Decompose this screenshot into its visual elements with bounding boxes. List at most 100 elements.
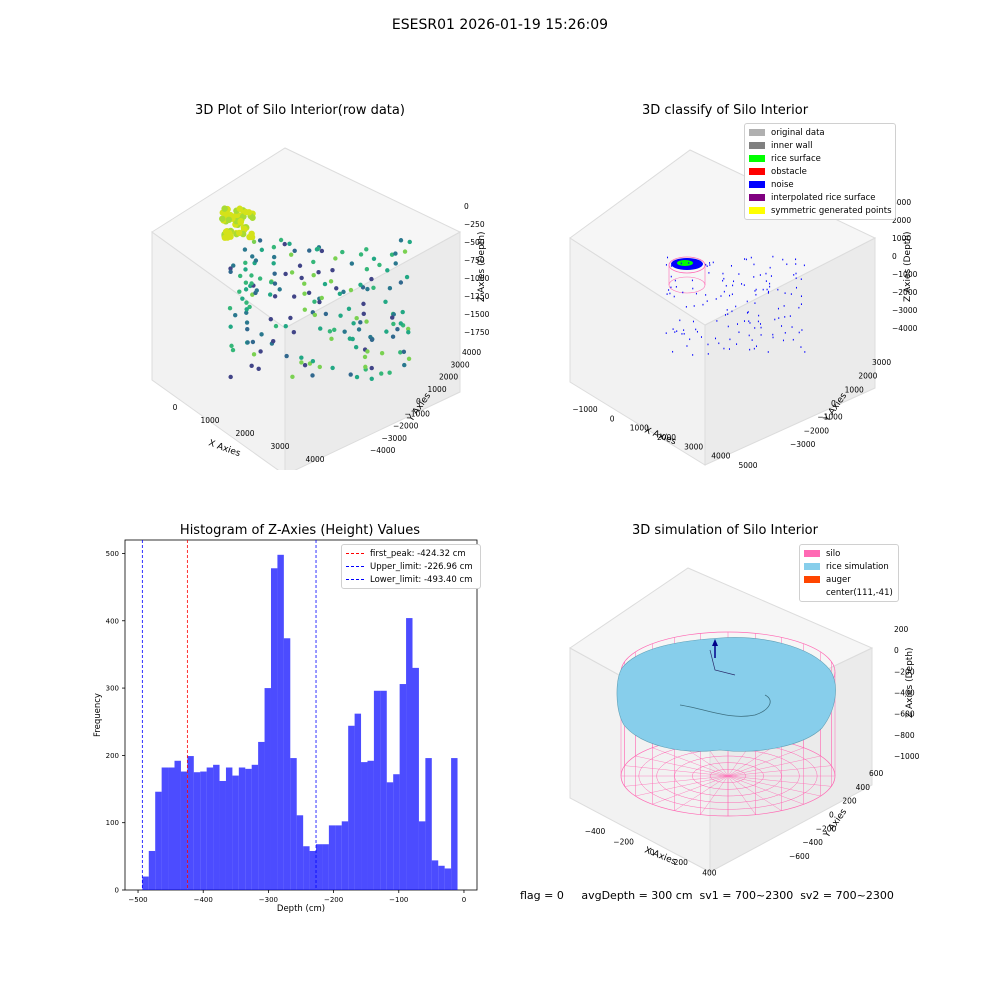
histogram-y-tick-label: 400 bbox=[106, 617, 119, 625]
histogram-y-tick-label: 200 bbox=[106, 752, 119, 760]
classify-noise-point bbox=[715, 298, 717, 300]
classify-noise-point bbox=[735, 305, 737, 308]
simulation-x-tick-label: 0 bbox=[650, 848, 655, 857]
histogram-bar bbox=[431, 860, 439, 890]
classify-noise-point bbox=[767, 292, 769, 294]
raw-point bbox=[244, 300, 249, 305]
histogram-bar bbox=[270, 568, 278, 890]
histogram-legend-item: first_peak: -424.32 cm bbox=[346, 547, 476, 560]
classify-noise-point bbox=[753, 347, 755, 350]
raw-point bbox=[371, 285, 376, 290]
classify-noise-point bbox=[669, 292, 671, 295]
legend-swatch bbox=[749, 194, 765, 201]
raw-point bbox=[245, 326, 250, 332]
raw-point bbox=[332, 327, 337, 333]
classify-noise-point bbox=[706, 265, 708, 268]
classify-y-tick-label: 2000 bbox=[858, 372, 877, 381]
classify-noise-point bbox=[730, 265, 732, 267]
simulation-legend-item: rice simulation bbox=[804, 560, 894, 573]
raw-point bbox=[278, 237, 284, 243]
raw-point bbox=[385, 268, 390, 273]
classify-noise-point bbox=[732, 284, 734, 287]
histogram-bar bbox=[444, 868, 452, 890]
histogram-bar bbox=[438, 865, 445, 890]
histogram-bar bbox=[168, 767, 175, 890]
raw-point bbox=[405, 326, 411, 332]
raw-point bbox=[250, 339, 256, 345]
raw-point bbox=[391, 321, 396, 327]
classify-noise-point bbox=[729, 338, 731, 341]
classify-noise-point bbox=[707, 353, 709, 355]
raw-point bbox=[317, 364, 322, 370]
raw-point bbox=[393, 251, 398, 256]
raw-point bbox=[348, 287, 354, 293]
classify-silo-cylinder bbox=[668, 256, 706, 294]
raw-point bbox=[258, 349, 263, 354]
raw-point bbox=[256, 366, 261, 372]
histogram-bar bbox=[406, 618, 413, 890]
classify-noise-point bbox=[738, 273, 740, 275]
raw-point bbox=[365, 349, 370, 354]
histogram-x-ticks: −500 −400 −300 −200 −100 0 bbox=[128, 890, 466, 904]
raw-point bbox=[311, 259, 316, 265]
histogram-x-label: Depth (cm) bbox=[277, 904, 325, 914]
raw-point bbox=[322, 281, 328, 287]
raw-point bbox=[362, 354, 368, 360]
raw-point bbox=[290, 374, 295, 380]
raw-point bbox=[272, 271, 277, 276]
classify-noise-point bbox=[672, 328, 674, 330]
legend-label: Lower_limit: -493.40 cm bbox=[370, 574, 473, 585]
raw-point bbox=[311, 272, 316, 278]
raw-point bbox=[398, 321, 403, 326]
raw-point bbox=[369, 365, 374, 371]
classify-noise-point bbox=[733, 280, 735, 283]
raw-plot-title: 3D Plot of Silo Interior(row data) bbox=[195, 103, 405, 118]
simulation-y-tick-label: 600 bbox=[869, 769, 884, 778]
raw-point bbox=[221, 205, 228, 212]
raw-point bbox=[292, 248, 297, 254]
raw-point bbox=[387, 286, 393, 291]
histogram-x-tick-label: −400 bbox=[194, 896, 213, 904]
histogram-bar bbox=[187, 756, 194, 890]
classify-noise-point bbox=[760, 334, 762, 336]
raw-point bbox=[369, 276, 374, 282]
raw-y-tick-label: 3000 bbox=[451, 360, 470, 369]
classify-noise-point bbox=[759, 274, 761, 276]
classify-x-tick-label: 1000 bbox=[630, 424, 649, 433]
classify-noise-point bbox=[745, 258, 747, 261]
raw-point bbox=[253, 258, 259, 263]
histogram-bar bbox=[155, 791, 162, 890]
classify-noise-point bbox=[772, 255, 774, 258]
classify-noise-point bbox=[685, 306, 687, 308]
histogram-bar bbox=[425, 758, 432, 890]
histogram-bar bbox=[200, 771, 207, 890]
simulation-x-tick-label: −200 bbox=[613, 837, 634, 846]
histogram-y-ticks: 0 100 200 300 400 500 bbox=[106, 550, 125, 895]
classify-noise-point bbox=[778, 317, 780, 319]
raw-point bbox=[289, 270, 295, 275]
classify-noise-point bbox=[731, 293, 733, 296]
classify-noise-point bbox=[729, 294, 731, 297]
simulation-legend: silo rice simulation auger center(111,-41) bbox=[799, 544, 899, 602]
raw-point bbox=[371, 256, 377, 261]
classify-noise-point bbox=[675, 285, 677, 288]
classify-noise-point bbox=[800, 303, 802, 305]
histogram-y-tick-label: 100 bbox=[106, 819, 119, 827]
classify-noise-point bbox=[665, 264, 667, 266]
classify-noise-point bbox=[738, 331, 740, 334]
legend-line-swatch bbox=[346, 553, 364, 554]
raw-point bbox=[238, 273, 243, 279]
classify-noise-point bbox=[673, 295, 675, 298]
raw-point bbox=[257, 276, 263, 281]
classify-noise-point bbox=[695, 292, 697, 295]
classify-noise-point bbox=[693, 305, 695, 307]
classify-noise-point bbox=[782, 258, 784, 261]
classify-noise-point bbox=[791, 326, 793, 328]
classify-z-ticks: 3000 2000 1000 0 −1000 −2000 −3000 −4000 bbox=[892, 198, 918, 333]
classify-noise-point bbox=[724, 314, 726, 316]
classify-noise-point bbox=[695, 328, 697, 331]
classify-noise-point bbox=[726, 309, 728, 311]
classify-noise-point bbox=[689, 259, 691, 261]
raw-point-cloud bbox=[219, 205, 412, 381]
classify-noise-point bbox=[722, 272, 724, 275]
